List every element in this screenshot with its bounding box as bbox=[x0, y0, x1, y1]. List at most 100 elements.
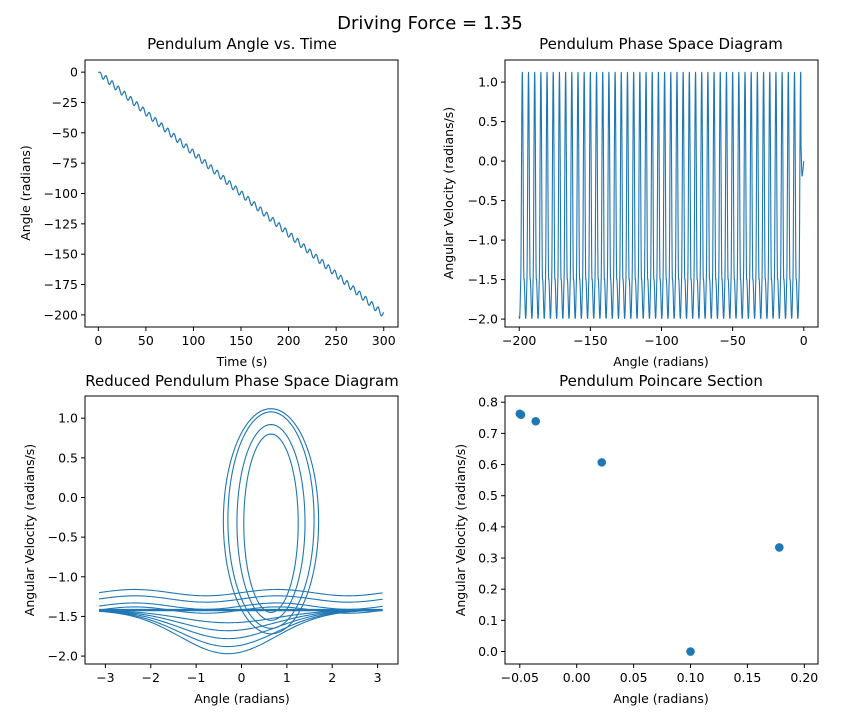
y-tick-label: −175 bbox=[44, 277, 78, 292]
x-tick-label: −0.05 bbox=[501, 670, 539, 685]
panel-phase-space-frame bbox=[504, 59, 819, 328]
y-tick-label: 0 bbox=[70, 65, 78, 80]
x-tick-label: 1 bbox=[283, 670, 291, 685]
panel-reduced-phase-space-plot bbox=[98, 408, 383, 655]
x-tick-label: 3 bbox=[374, 670, 382, 685]
y-tick-label: 0.0 bbox=[58, 490, 78, 505]
reduced-band-line bbox=[98, 588, 383, 597]
y-tick-label: −2.0 bbox=[48, 649, 78, 664]
x-tick-label: −50 bbox=[719, 333, 745, 348]
panel-angle-vs-time-xlabel: Time (s) bbox=[216, 354, 268, 369]
y-tick-label: 0.3 bbox=[478, 551, 498, 566]
panel-phase-space-ylabel: Angular Velocity (radians/s) bbox=[441, 107, 456, 279]
panel-phase-space: Pendulum Phase Space Diagram −200 −150 −10… bbox=[441, 35, 819, 369]
x-tick-label: 0.05 bbox=[620, 670, 648, 685]
panel-angle-vs-time: Pendulum Angle vs. Time 0 50 100 150 200 250 3… bbox=[18, 35, 399, 369]
panel-reduced-phase-space-frame bbox=[84, 395, 399, 665]
poincare-point bbox=[686, 647, 695, 656]
x-tick-label: −1 bbox=[187, 670, 205, 685]
x-tick-label: 0 bbox=[94, 333, 102, 348]
panel-poincare-ticks: −0.05 0.00 0.05 0.10 0.15 0.20 0.0 0.1 0.2 0.3 0.4… bbox=[478, 395, 818, 685]
panel-reduced-phase-space-title: Reduced Pendulum Phase Space Diagram bbox=[85, 372, 399, 390]
panel-angle-vs-time-ylabel: Angle (radians) bbox=[18, 145, 33, 241]
y-tick-label: −50 bbox=[52, 125, 78, 140]
x-tick-label: 200 bbox=[277, 333, 301, 348]
reduced-band-line bbox=[98, 595, 383, 603]
y-tick-label: 1.0 bbox=[478, 75, 498, 90]
panel-poincare-plot bbox=[515, 409, 784, 656]
x-tick-label: −3 bbox=[96, 670, 114, 685]
panel-poincare-ylabel: Angular Velocity (radians/s) bbox=[453, 444, 468, 616]
y-tick-label: 0.1 bbox=[478, 613, 498, 628]
y-tick-label: −200 bbox=[44, 307, 78, 322]
y-tick-label: 0.5 bbox=[58, 450, 78, 465]
x-tick-label: −200 bbox=[502, 333, 536, 348]
y-tick-label: −1.0 bbox=[48, 569, 78, 584]
poincare-point bbox=[516, 410, 526, 419]
panel-reduced-phase-space-ticks: −3 −2 −1 0 1 2 3 1.0 0.5 0.0 −0.5 −1.0 −1.5 −2.0 bbox=[48, 411, 382, 685]
panel-angle-vs-time-plot bbox=[98, 71, 385, 317]
x-tick-label: 0 bbox=[800, 333, 808, 348]
panel-phase-space-plot bbox=[518, 71, 805, 319]
x-tick-label: 0 bbox=[238, 670, 246, 685]
panel-phase-space-title: Pendulum Phase Space Diagram bbox=[539, 35, 783, 53]
y-tick-label: −0.5 bbox=[48, 530, 78, 545]
panel-angle-vs-time-frame bbox=[84, 59, 399, 328]
x-tick-label: 50 bbox=[138, 333, 154, 348]
x-tick-label: 300 bbox=[372, 333, 396, 348]
y-tick-label: 0.5 bbox=[478, 488, 498, 503]
panel-angle-vs-time-title: Pendulum Angle vs. Time bbox=[147, 35, 337, 53]
y-tick-label: −1.5 bbox=[48, 609, 78, 624]
panel-poincare-xlabel: Angle (radians) bbox=[613, 691, 709, 706]
panel-reduced-phase-space-ylabel: Angular Velocity (radians/s) bbox=[22, 444, 37, 616]
x-tick-label: 0.00 bbox=[563, 670, 591, 685]
panel-poincare: Pendulum Poincare Section −0.05 0.00 0.05 0… bbox=[453, 372, 819, 706]
y-tick-label: −25 bbox=[52, 95, 78, 110]
y-tick-label: 1.0 bbox=[58, 411, 78, 426]
reduced-loop-line bbox=[227, 411, 315, 629]
figure-suptitle: Driving Force = 1.35 bbox=[337, 13, 523, 34]
y-tick-label: 0.5 bbox=[478, 114, 498, 129]
y-tick-label: 0.6 bbox=[478, 457, 498, 472]
x-tick-label: 0.10 bbox=[677, 670, 705, 685]
x-tick-label: 150 bbox=[229, 333, 253, 348]
y-tick-label: 0.4 bbox=[478, 519, 498, 534]
panel-phase-space-xlabel: Angle (radians) bbox=[613, 354, 709, 369]
panel-angle-vs-time-ticks: 0 50 100 150 200 250 300 0 −25 −50 −75 −100 −125 −150… bbox=[44, 65, 396, 348]
poincare-point bbox=[775, 543, 784, 552]
reduced-dip-line bbox=[99, 609, 383, 655]
x-tick-label: 100 bbox=[182, 333, 206, 348]
y-tick-label: 0.2 bbox=[478, 582, 498, 597]
y-tick-label: 0.0 bbox=[478, 644, 498, 659]
y-tick-label: 0.8 bbox=[478, 395, 498, 410]
reduced-dip-line bbox=[99, 609, 383, 632]
panel-phase-space-ticks: −200 −150 −100 −50 0 1.0 0.5 0.0 −0.5 −1.0 −1.5 −2.… bbox=[468, 75, 808, 348]
x-tick-label: −100 bbox=[644, 333, 678, 348]
y-tick-label: −1.0 bbox=[468, 233, 498, 248]
phase-series-line bbox=[518, 71, 805, 319]
reduced-loop-line bbox=[222, 408, 320, 635]
y-tick-label: −75 bbox=[52, 156, 78, 171]
x-tick-label: 2 bbox=[328, 670, 336, 685]
y-tick-label: −100 bbox=[44, 186, 78, 201]
reduced-loop-line bbox=[243, 433, 299, 614]
y-tick-label: −150 bbox=[44, 247, 78, 262]
y-tick-label: 0.0 bbox=[478, 154, 498, 169]
reduced-loop-line bbox=[236, 423, 306, 621]
x-tick-label: 250 bbox=[324, 333, 348, 348]
y-tick-label: −2.0 bbox=[468, 312, 498, 327]
panel-poincare-title: Pendulum Poincare Section bbox=[559, 372, 763, 390]
panel-poincare-frame bbox=[504, 395, 819, 665]
x-tick-label: 0.20 bbox=[790, 670, 818, 685]
y-tick-label: −125 bbox=[44, 216, 78, 231]
x-tick-label: −2 bbox=[142, 670, 160, 685]
y-tick-label: −0.5 bbox=[468, 193, 498, 208]
panel-reduced-phase-space-xlabel: Angle (radians) bbox=[194, 691, 290, 706]
panel-reduced-phase-space: Reduced Pendulum Phase Space Diagram −3−… bbox=[22, 372, 399, 706]
poincare-point bbox=[531, 416, 541, 426]
x-tick-label: −150 bbox=[573, 333, 607, 348]
x-tick-label: 0.15 bbox=[734, 670, 762, 685]
y-tick-label: 0.7 bbox=[478, 426, 498, 441]
